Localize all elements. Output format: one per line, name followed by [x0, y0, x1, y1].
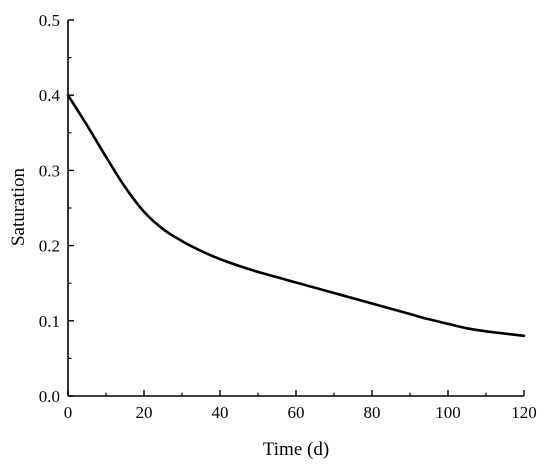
y-tick-label: 0.1 — [39, 312, 60, 331]
y-tick-label: 0.2 — [39, 237, 60, 256]
y-tick-label: 0.4 — [39, 86, 61, 105]
x-tick-label: 80 — [364, 403, 381, 422]
series-line — [66, 93, 526, 338]
y-tick-label: 0.0 — [39, 387, 60, 406]
x-tick-label: 120 — [511, 403, 537, 422]
x-tick-label: 100 — [435, 403, 461, 422]
x-tick-label: 20 — [136, 403, 153, 422]
x-tick-label: 0 — [64, 403, 73, 422]
plot-area: 0 20 40 60 80 100 120 0.0 0.1 0.2 0.3 0.4 0.5 — [39, 11, 537, 422]
x-axis-title: Time (d) — [263, 439, 329, 460]
x-tick-label: 40 — [212, 403, 229, 422]
y-tick-label: 0.5 — [39, 11, 60, 30]
y-tick-label: 0.3 — [39, 161, 60, 180]
x-tick-label: 60 — [288, 403, 305, 422]
y-axis-title: Saturation — [8, 167, 29, 246]
